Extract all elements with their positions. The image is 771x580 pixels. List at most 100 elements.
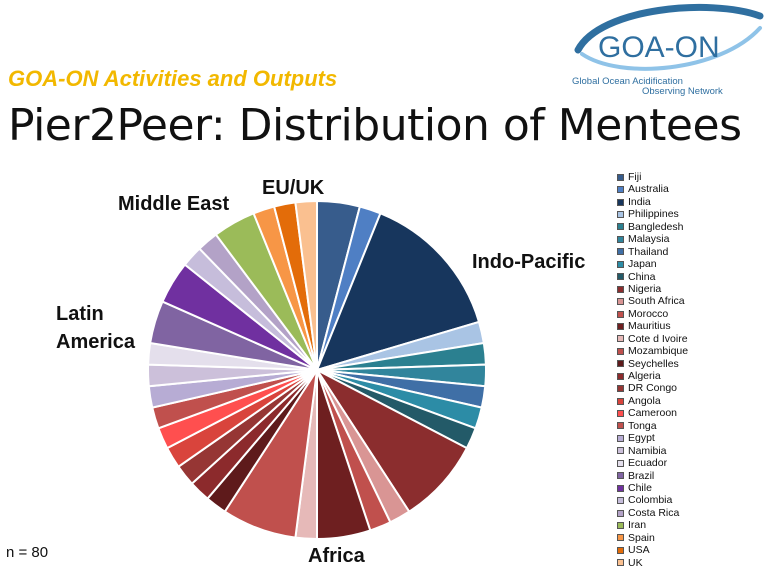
legend-swatch [617, 472, 624, 480]
legend-swatch [617, 385, 624, 393]
legend-swatch [617, 410, 624, 418]
legend-item: Mozambique [617, 345, 688, 357]
legend-label: Chile [628, 481, 652, 494]
legend-item: Australia [617, 183, 688, 195]
legend-label: Costa Rica [628, 506, 680, 519]
legend-item: Seychelles [617, 358, 688, 370]
legend-item: Ecuador [617, 457, 688, 469]
legend-item: China [617, 271, 688, 283]
logo-tagline-2: Observing Network [642, 86, 723, 97]
legend-item: Iran [617, 519, 688, 531]
legend-item: Algeria [617, 370, 688, 382]
legend-swatch [617, 534, 624, 542]
legend-swatch [617, 310, 624, 318]
legend-swatch [617, 347, 624, 355]
chart-legend: Fiji Australia India Philippines Bangledesh M… [617, 171, 688, 569]
legend-swatch [617, 322, 624, 330]
legend-item: Fiji [617, 171, 688, 183]
pie-slices [147, 199, 487, 541]
legend-swatch [617, 360, 624, 368]
legend-label: Malaysia [628, 233, 670, 246]
legend-item: Mauritius [617, 320, 688, 332]
legend-swatch [617, 235, 624, 243]
legend-item: UK [617, 557, 688, 569]
pie-slice-nigeria [314, 367, 469, 514]
legend-swatch [617, 223, 624, 231]
legend-swatch [617, 372, 624, 380]
legend-label: Japan [628, 258, 657, 271]
legend-label: Cote d Ivoire [628, 332, 688, 345]
legend-label: Australia [628, 183, 669, 196]
page-title: Pier2Peer: Distribution of Mentees [8, 100, 742, 151]
legend-swatch [617, 447, 624, 455]
legend-label: Tonga [628, 419, 657, 432]
legend-label: Algeria [628, 370, 661, 382]
legend-swatch [617, 397, 624, 405]
legend-item: Colombia [617, 494, 688, 506]
legend-swatch [617, 422, 624, 430]
pie-slice-uk [294, 199, 318, 371]
legend-item: Cameroon [617, 407, 688, 419]
legend-item: Philippines [617, 208, 688, 220]
legend-item: Angola [617, 395, 688, 407]
legend-swatch [617, 546, 624, 554]
legend-label: Namibia [628, 444, 667, 457]
legend-label: Nigeria [628, 282, 662, 295]
logo-tagline-1: Global Ocean Acidification [572, 76, 683, 87]
legend-label: Colombia [628, 494, 673, 507]
legend-label: Seychelles [628, 357, 679, 370]
legend-item: Morocco [617, 308, 688, 320]
legend-swatch [617, 459, 624, 467]
legend-label: Fiji [628, 171, 642, 183]
legend-label: Iran [628, 519, 647, 532]
legend-item: Nigeria [617, 283, 688, 295]
legend-label: South Africa [628, 295, 685, 308]
legend-item: Japan [617, 258, 688, 270]
legend-swatch [617, 198, 624, 206]
legend-swatch [617, 497, 624, 505]
legend-swatch [617, 484, 624, 492]
legend-label: Thailand [628, 245, 669, 258]
legend-swatch [617, 248, 624, 256]
legend-swatch [617, 335, 624, 343]
region-label-africa: Africa [308, 545, 366, 567]
legend-item: DR Congo [617, 382, 688, 394]
legend-label: Mauritius [628, 320, 671, 333]
legend-swatch [617, 434, 624, 442]
legend-swatch [617, 559, 624, 567]
legend-item: Tonga [617, 420, 688, 432]
legend-label: DR Congo [628, 382, 678, 395]
legend-label: Bangledesh [628, 220, 684, 233]
legend-item: Thailand [617, 246, 688, 258]
legend-swatch [617, 260, 624, 268]
legend-label: Morocco [628, 307, 669, 320]
legend-label: India [628, 195, 651, 208]
legend-swatch [617, 521, 624, 529]
legend-swatch [617, 509, 624, 517]
legend-swatch [617, 273, 624, 281]
region-label-eu-uk: EU/UK [262, 177, 325, 199]
legend-swatch [617, 211, 624, 219]
legend-label: Ecuador [628, 457, 668, 470]
legend-label: Brazil [628, 469, 655, 482]
legend-label: Philippines [628, 208, 679, 221]
legend-label: China [628, 270, 656, 283]
legend-item: Chile [617, 482, 688, 494]
region-label-middle-east: Middle East [118, 193, 229, 215]
legend-item: Cote d Ivoire [617, 333, 688, 345]
legend-item: Bangledesh [617, 221, 688, 233]
legend-swatch [617, 285, 624, 293]
sample-size-label: n = 80 [6, 544, 49, 561]
pie-slice-india [315, 212, 481, 372]
legend-label: Angola [628, 394, 661, 407]
legend-item: Spain [617, 532, 688, 544]
logo-text: GOA-ON [598, 31, 720, 64]
legend-item: Namibia [617, 445, 688, 457]
legend-item: India [617, 196, 688, 208]
region-label-latin-america-2: America [56, 331, 136, 353]
goa-on-logo: GOA-ON Global Ocean Acidification Observ… [572, 3, 764, 97]
legend-swatch [617, 173, 624, 181]
legend-item: Brazil [617, 470, 688, 482]
legend-label: Cameroon [628, 407, 678, 420]
